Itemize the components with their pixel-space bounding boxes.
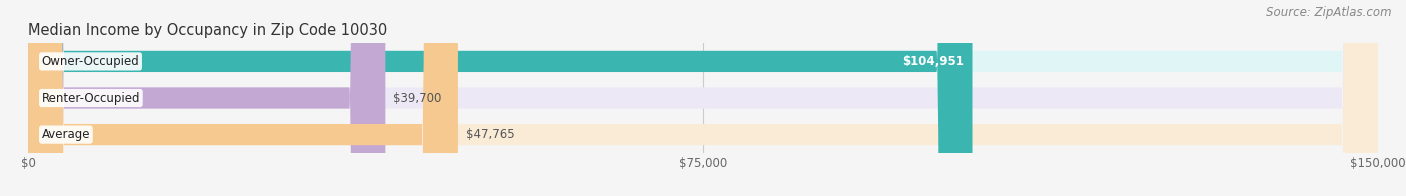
Text: Median Income by Occupancy in Zip Code 10030: Median Income by Occupancy in Zip Code 1… [28,23,388,38]
Text: $104,951: $104,951 [903,55,965,68]
FancyBboxPatch shape [28,0,1378,196]
Text: Source: ZipAtlas.com: Source: ZipAtlas.com [1267,6,1392,19]
Text: Average: Average [42,128,90,141]
Text: $47,765: $47,765 [465,128,515,141]
FancyBboxPatch shape [28,0,1378,196]
FancyBboxPatch shape [28,0,458,196]
Text: $39,700: $39,700 [394,92,441,104]
FancyBboxPatch shape [28,0,973,196]
FancyBboxPatch shape [28,0,1378,196]
Text: Renter-Occupied: Renter-Occupied [42,92,141,104]
Text: Owner-Occupied: Owner-Occupied [42,55,139,68]
FancyBboxPatch shape [28,0,385,196]
